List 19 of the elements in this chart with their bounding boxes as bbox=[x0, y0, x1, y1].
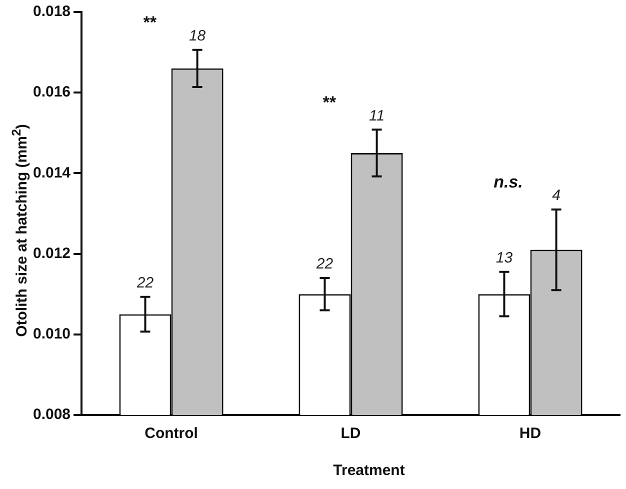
annotation: ** bbox=[322, 92, 337, 112]
y-tick-label: 0.010 bbox=[32, 326, 71, 343]
annotation: 22 bbox=[136, 274, 154, 292]
annotation: 11 bbox=[369, 107, 385, 124]
annotation: 4 bbox=[552, 187, 560, 204]
x-tick-label: LD bbox=[340, 425, 361, 442]
annotation: n.s. bbox=[494, 172, 523, 192]
x-tick-label: Control bbox=[144, 425, 198, 442]
x-tick-label: HD bbox=[519, 425, 542, 442]
x-axis-title: Treatment bbox=[332, 462, 406, 479]
y-tick-label: 0.008 bbox=[32, 406, 71, 424]
annotation: 22 bbox=[315, 256, 334, 273]
y-tick-label: 0.012 bbox=[32, 244, 71, 262]
y-tick-label: 0.016 bbox=[32, 84, 71, 101]
y-tick-label: 0.018 bbox=[32, 3, 71, 20]
annotation: 13 bbox=[496, 250, 514, 267]
y-tick-label: 0.014 bbox=[32, 164, 72, 182]
annotation: ** bbox=[142, 13, 158, 32]
annotation: 18 bbox=[188, 28, 206, 45]
